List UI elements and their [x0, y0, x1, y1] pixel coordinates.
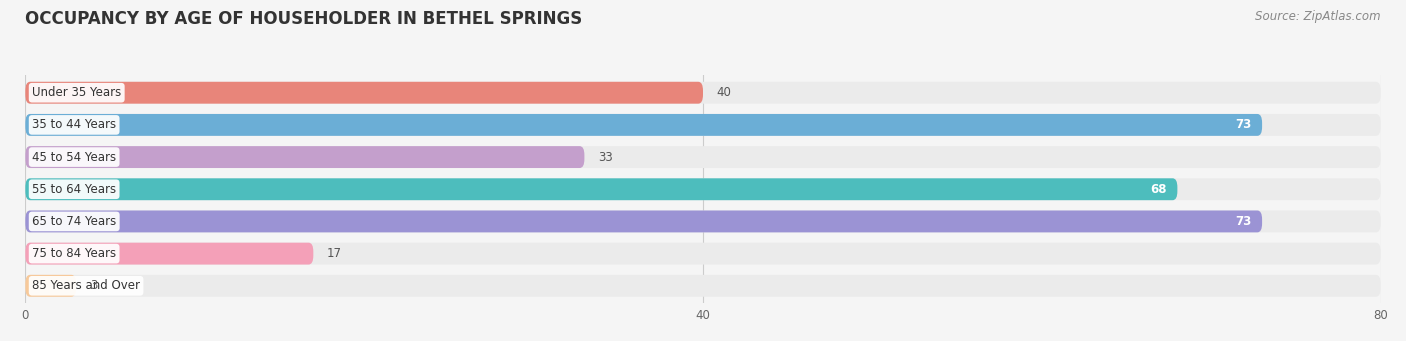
Text: 33: 33 — [598, 151, 613, 164]
Text: 35 to 44 Years: 35 to 44 Years — [32, 118, 117, 131]
FancyBboxPatch shape — [25, 146, 585, 168]
Text: 17: 17 — [326, 247, 342, 260]
FancyBboxPatch shape — [25, 82, 703, 104]
FancyBboxPatch shape — [25, 146, 1381, 168]
FancyBboxPatch shape — [25, 275, 76, 297]
Text: 73: 73 — [1236, 118, 1251, 131]
FancyBboxPatch shape — [25, 243, 314, 265]
Text: 68: 68 — [1150, 183, 1167, 196]
FancyBboxPatch shape — [25, 210, 1263, 232]
FancyBboxPatch shape — [25, 275, 1381, 297]
Text: Under 35 Years: Under 35 Years — [32, 86, 121, 99]
Text: OCCUPANCY BY AGE OF HOUSEHOLDER IN BETHEL SPRINGS: OCCUPANCY BY AGE OF HOUSEHOLDER IN BETHE… — [25, 10, 582, 28]
FancyBboxPatch shape — [25, 114, 1263, 136]
Text: 75 to 84 Years: 75 to 84 Years — [32, 247, 117, 260]
Text: 65 to 74 Years: 65 to 74 Years — [32, 215, 117, 228]
FancyBboxPatch shape — [25, 210, 1381, 232]
FancyBboxPatch shape — [25, 82, 1381, 104]
FancyBboxPatch shape — [25, 178, 1177, 200]
Text: 40: 40 — [717, 86, 731, 99]
Text: Source: ZipAtlas.com: Source: ZipAtlas.com — [1256, 10, 1381, 23]
FancyBboxPatch shape — [25, 243, 1381, 265]
Text: 85 Years and Over: 85 Years and Over — [32, 279, 141, 292]
FancyBboxPatch shape — [25, 114, 1381, 136]
Text: 73: 73 — [1236, 215, 1251, 228]
Text: 55 to 64 Years: 55 to 64 Years — [32, 183, 117, 196]
Text: 45 to 54 Years: 45 to 54 Years — [32, 151, 117, 164]
Text: 3: 3 — [90, 279, 97, 292]
FancyBboxPatch shape — [25, 178, 1381, 200]
